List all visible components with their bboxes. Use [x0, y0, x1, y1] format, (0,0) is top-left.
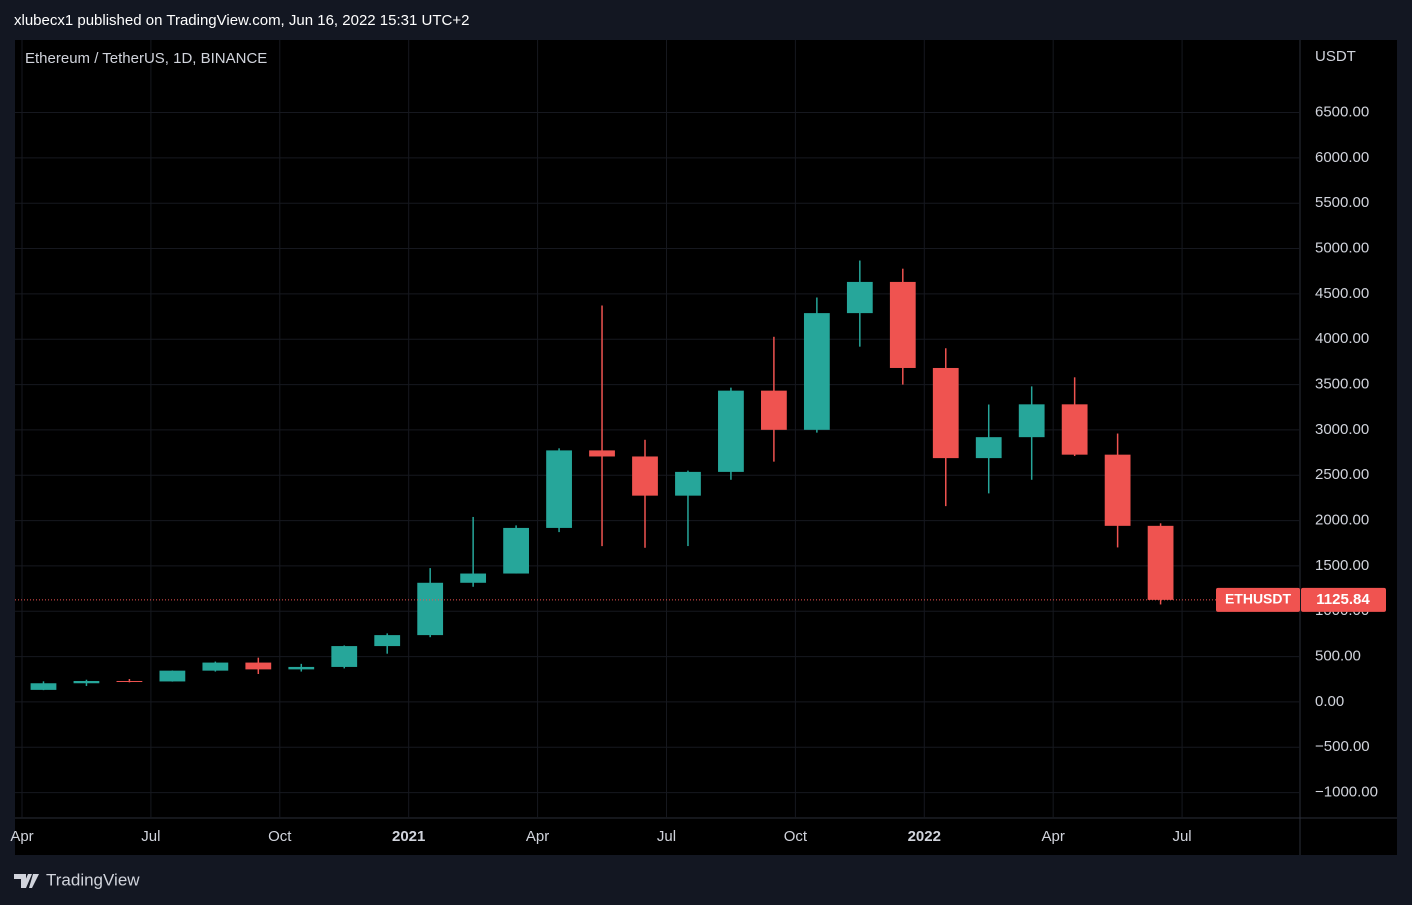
candle-body: [245, 662, 272, 670]
unit-bg: [1302, 42, 1396, 74]
chart-title: Ethereum / TetherUS, 1D, BINANCE: [25, 50, 267, 67]
y-tick-label: 6000.00: [1315, 149, 1369, 166]
candle-body: [718, 390, 744, 472]
candles: [30, 260, 1174, 691]
candle-body: [374, 635, 401, 647]
price-label: 1125.84: [1316, 591, 1370, 608]
y-tick-label: 5500.00: [1315, 194, 1369, 211]
symbol-label: ETHUSDT: [1225, 591, 1292, 607]
candle-body: [889, 281, 916, 368]
x-tick-label: Oct: [268, 828, 292, 845]
x-tick-label: Oct: [784, 828, 808, 845]
y-tick-label: 4500.00: [1315, 285, 1369, 302]
logo-icon: [14, 874, 39, 888]
candle-body: [159, 670, 186, 682]
candle-body: [846, 281, 873, 314]
x-tick-label: 2022: [908, 828, 941, 845]
candle-body: [1104, 454, 1131, 526]
x-tick-label: Apr: [1042, 828, 1065, 845]
x-tick-label: Jul: [1172, 828, 1191, 845]
candle-body: [288, 666, 315, 670]
chart-pane: [15, 40, 1397, 855]
candle-body: [460, 573, 487, 583]
x-tick-label: Apr: [526, 828, 549, 845]
y-tick-label: 3500.00: [1315, 376, 1369, 393]
candle-body: [546, 450, 572, 528]
candle-body: [202, 662, 229, 671]
y-tick-label: 3000.00: [1315, 421, 1369, 438]
header: xlubecx1 published on TradingView.com, J…: [14, 12, 469, 29]
y-tick-label: 500.00: [1315, 648, 1361, 665]
candle-body: [932, 367, 959, 459]
price-label-bg: [1301, 587, 1386, 612]
candle-body: [632, 456, 658, 496]
candle-body: [1018, 404, 1045, 438]
y-tick-label: 4000.00: [1315, 330, 1369, 347]
x-tick-label: Apr: [10, 828, 33, 845]
y-tick-label: 6500.00: [1315, 104, 1369, 121]
candle-body: [30, 683, 57, 690]
footer-logo: [14, 874, 39, 888]
candle-body: [116, 680, 143, 682]
candle-body: [73, 680, 100, 684]
y-tick-label: 2500.00: [1315, 466, 1369, 483]
candle-body: [761, 390, 787, 430]
y-tick-label: 1500.00: [1315, 557, 1369, 574]
symbol-label-bg: [1216, 587, 1300, 612]
x-tick-label: Jul: [141, 828, 160, 845]
y-unit: USDT: [1315, 48, 1356, 65]
candle-body: [803, 313, 830, 430]
y-tick-label: 0.00: [1315, 693, 1344, 710]
y-tick-label: −1000.00: [1315, 784, 1378, 801]
candle-body: [975, 437, 1002, 459]
footer: TradingView: [46, 870, 140, 889]
candle-body: [503, 527, 529, 574]
x-tick-label: 2021: [392, 828, 425, 845]
candle-body: [331, 646, 358, 667]
candle-body: [1147, 525, 1174, 600]
x-tick-label: Jul: [657, 828, 676, 845]
y-tick-label: 2000.00: [1315, 512, 1369, 529]
candle-body: [417, 582, 444, 636]
y-tick-label: 5000.00: [1315, 240, 1369, 257]
y-tick-label: −500.00: [1315, 738, 1370, 755]
candle-body: [675, 471, 701, 496]
candle-body: [1061, 404, 1088, 455]
candle-body: [589, 450, 615, 457]
